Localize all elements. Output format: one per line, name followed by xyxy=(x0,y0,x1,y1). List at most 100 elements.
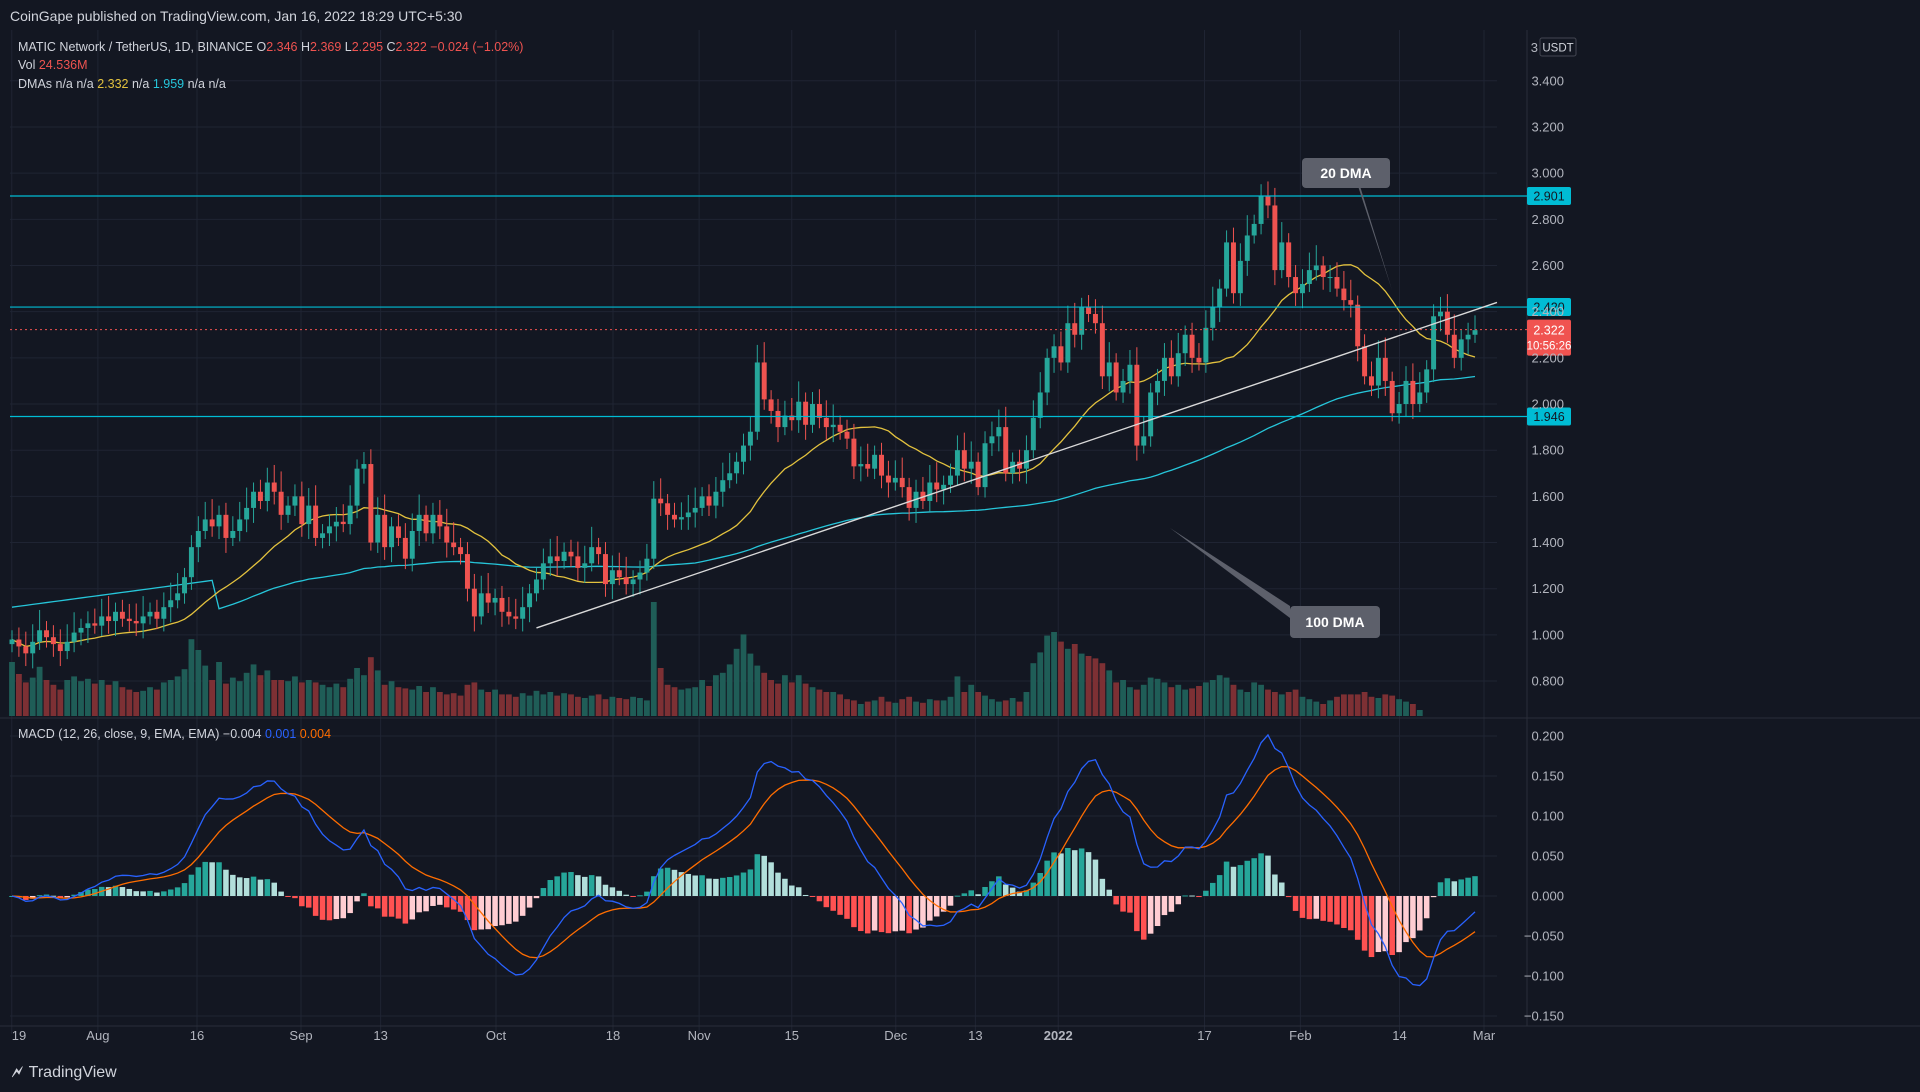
candle-body xyxy=(989,436,995,444)
volume-bar xyxy=(1106,670,1113,716)
macd-histogram-bar xyxy=(720,877,726,896)
dma-legend[interactable]: DMAs n/a n/a 2.332 n/a 1.959 n/a n/a xyxy=(18,77,226,91)
candle-body xyxy=(1196,357,1202,363)
macd-line xyxy=(11,733,1476,987)
volume-bar xyxy=(1396,699,1402,716)
dma100-callout[interactable]: 100 DMA xyxy=(1170,528,1380,638)
candle-body xyxy=(209,519,215,527)
volume-bar xyxy=(1216,675,1223,716)
macd-histogram-bar xyxy=(57,896,64,899)
macd-histogram-bar xyxy=(561,872,567,896)
macd-histogram-bar xyxy=(1472,876,1478,896)
volume-bar xyxy=(340,687,347,716)
candle-body xyxy=(1065,323,1071,363)
candle-body xyxy=(106,616,112,622)
candle-body xyxy=(1023,450,1029,469)
macd-histogram-bar xyxy=(789,885,795,896)
candle-body xyxy=(478,593,484,617)
volume-bar xyxy=(726,664,733,716)
candle-body xyxy=(872,454,878,469)
volume-bar xyxy=(657,668,664,716)
macd-histogram-bar xyxy=(899,896,905,931)
candle-body xyxy=(692,507,698,513)
candle-body xyxy=(816,404,822,418)
candle-body xyxy=(775,410,781,428)
macd-legend[interactable]: MACD (12, 26, close, 9, EMA, EMA) −0.004… xyxy=(18,727,331,741)
macd-histogram-bar xyxy=(85,889,91,896)
volume-bar xyxy=(499,694,505,716)
volume-bar xyxy=(167,680,174,716)
candle-body xyxy=(375,514,381,543)
macd-histogram-bar xyxy=(1009,887,1016,896)
volume-bar xyxy=(1202,682,1209,716)
candle-body xyxy=(1134,364,1140,446)
volume-bar xyxy=(802,683,809,716)
candle-body xyxy=(1230,242,1236,294)
macd-histogram-bar xyxy=(1368,896,1375,958)
candle-body xyxy=(1403,380,1409,405)
macd-histogram-bar xyxy=(823,896,830,908)
volume-bar xyxy=(181,669,188,716)
macd-histogram-bar xyxy=(1272,874,1278,896)
macd-histogram-bar xyxy=(1168,896,1175,912)
volume-legend[interactable]: Vol 24.536M xyxy=(18,58,88,72)
candle-body xyxy=(395,526,401,538)
macd-histogram-bar xyxy=(1058,853,1064,896)
macd-histogram-bar xyxy=(595,876,602,896)
candle-body xyxy=(30,641,36,654)
candle-body xyxy=(961,450,967,469)
macd-histogram-bar xyxy=(374,896,381,909)
candle-body xyxy=(678,517,684,520)
candle-body xyxy=(1417,392,1423,405)
volume-bar xyxy=(719,672,726,716)
chart-canvas[interactable]: 19 Aug 16 Sep 13 Oct 18 Nov 15 Dec 13 2022 17 Feb 14 Ma… xyxy=(0,0,1920,1060)
currency-box[interactable] xyxy=(1539,37,1577,57)
candle-body xyxy=(92,623,98,626)
candle-body xyxy=(1168,357,1174,377)
volume-bar xyxy=(1140,684,1147,716)
candle-body xyxy=(1431,316,1437,370)
volume-bar xyxy=(160,682,167,716)
tradingview-logo[interactable]: 🗲 TradingView xyxy=(12,1064,117,1082)
volume-bar xyxy=(871,700,878,716)
price-tick-1.600: 1.600 xyxy=(1531,489,1564,504)
volume-bar xyxy=(519,693,526,716)
symbol-legend[interactable]: MATIC Network / TetherUS, 1D, BINANCE O2… xyxy=(18,40,523,54)
candle-body xyxy=(485,593,491,603)
candle-body xyxy=(865,464,871,469)
macd-histogram-bar xyxy=(1099,878,1106,896)
volume-bar xyxy=(933,700,940,716)
volume-bar xyxy=(995,701,1002,716)
volume-bar xyxy=(319,684,326,716)
macd-histogram-bar xyxy=(257,879,264,896)
macd-histogram-bar xyxy=(105,887,112,896)
volume-bar xyxy=(540,694,547,716)
macd-histogram-bar xyxy=(1306,896,1313,920)
volume-bar xyxy=(22,682,29,716)
volume-bar xyxy=(568,694,574,716)
volume-bar xyxy=(1002,700,1009,716)
candle-body xyxy=(1279,242,1285,271)
volume-bar xyxy=(616,698,623,716)
volume-bar xyxy=(1092,658,1099,716)
volume-bar xyxy=(126,689,133,716)
macd-histogram-bar xyxy=(167,889,174,896)
macd-histogram-bar xyxy=(575,875,581,896)
candle-body xyxy=(651,498,657,559)
ascending-trendline[interactable] xyxy=(536,301,1498,629)
level-badge-text-1.946: 1.946 xyxy=(1533,410,1564,424)
candle-body xyxy=(1099,323,1105,377)
publisher-bar: CoinGape published on TradingView.com, J… xyxy=(0,0,1920,30)
ohlc-value-C: 2.322 xyxy=(396,40,431,54)
volume-bar xyxy=(1258,684,1264,716)
macd-histogram-bar xyxy=(871,896,878,931)
price-tick-2.400: 2.400 xyxy=(1531,304,1564,319)
x-tick-label-2022: 2022 xyxy=(1044,1028,1073,1043)
volume-bar xyxy=(643,700,650,716)
volume-bar xyxy=(1265,689,1271,716)
price-change: −0.024 (−1.02%) xyxy=(430,40,523,54)
volume-bar xyxy=(623,699,630,716)
macd-histogram-bar xyxy=(195,867,202,896)
dma20-callout[interactable]: 20 DMA xyxy=(1302,158,1392,290)
volume-bar xyxy=(795,675,802,716)
